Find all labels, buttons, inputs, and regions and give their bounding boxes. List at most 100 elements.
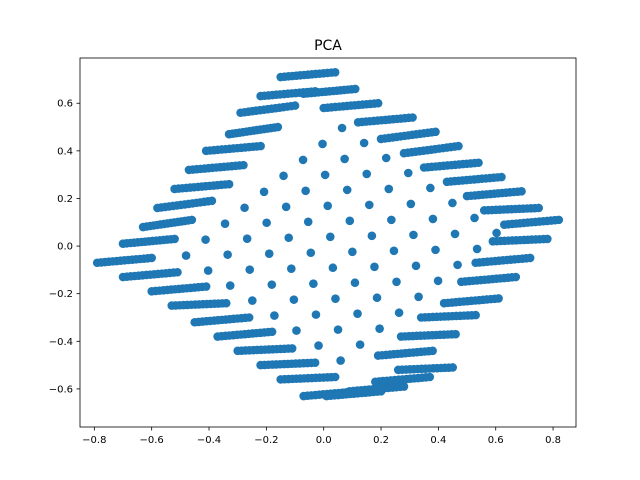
data-point [408, 113, 417, 122]
data-point [381, 153, 391, 163]
data-point [221, 298, 231, 308]
y-axis: −0.6 −0.4 −0.2 0.0 0.2 0.4 0.6 [49, 99, 80, 395]
data-point [453, 260, 462, 270]
data-point [342, 185, 352, 195]
data-point [359, 138, 369, 148]
y-tick-label: 0.2 [57, 194, 73, 205]
data-point [333, 325, 343, 334]
data-point [173, 267, 182, 277]
data-point [225, 281, 235, 290]
data-point [325, 232, 335, 242]
data-point [375, 324, 384, 333]
data-point [350, 84, 360, 94]
data-point [448, 198, 457, 208]
y-tick-label: −0.4 [49, 337, 73, 348]
x-tick-label: 0.2 [373, 435, 389, 446]
data-point [340, 154, 349, 164]
data-point [336, 356, 345, 365]
data-point [170, 234, 179, 244]
x-tick-label: −0.2 [254, 435, 278, 446]
data-point [431, 127, 440, 137]
data-point [367, 231, 377, 241]
data-point [240, 203, 249, 213]
x-tick-label: 0.0 [316, 435, 332, 446]
data-point [355, 340, 365, 349]
data-point [284, 233, 294, 243]
data-point [310, 358, 320, 368]
data-point [350, 278, 360, 288]
data-point [264, 249, 274, 258]
data-point [303, 217, 313, 227]
data-point [428, 214, 438, 224]
data-point [394, 308, 404, 318]
data-point [431, 245, 440, 255]
data-point [409, 230, 418, 240]
data-point [345, 216, 355, 226]
data-point [262, 218, 271, 228]
data-point [242, 234, 252, 243]
data-point [201, 282, 211, 291]
data-point [298, 155, 308, 165]
data-point [330, 67, 340, 77]
y-tick-label: −0.2 [49, 289, 73, 300]
data-point [223, 250, 232, 259]
data-point [517, 187, 526, 196]
data-point [428, 346, 437, 356]
data-point [187, 215, 197, 225]
data-point [399, 382, 409, 391]
data-point [353, 309, 362, 318]
data-point [330, 372, 340, 382]
data-point [525, 253, 535, 263]
data-point [348, 247, 357, 257]
data-point [245, 265, 255, 274]
data-point [362, 169, 372, 179]
data-point [448, 363, 458, 372]
data-point [406, 199, 416, 209]
data-point [426, 183, 435, 193]
data-point [270, 311, 279, 320]
plot-frame [79, 57, 577, 428]
data-point [289, 295, 299, 304]
data-point [411, 261, 421, 271]
data-point [309, 279, 318, 288]
data-point [337, 123, 347, 133]
data-point [497, 172, 506, 182]
x-tick-label: −0.4 [197, 435, 221, 446]
y-tick-label: 0.0 [57, 242, 73, 253]
y-tick-label: −0.6 [49, 384, 73, 395]
data-point [450, 229, 460, 239]
data-point [392, 277, 401, 287]
data-point [287, 264, 296, 273]
data-point [201, 235, 210, 244]
data-point [472, 244, 482, 254]
data-point [331, 294, 340, 303]
data-point [287, 344, 297, 353]
data-point [248, 296, 257, 305]
data-point [244, 313, 254, 322]
data-point [470, 213, 479, 223]
data-point [471, 310, 480, 320]
data-point [373, 98, 383, 108]
data-point [492, 228, 501, 238]
data-point [454, 141, 463, 151]
data-point [259, 187, 269, 197]
x-tick-label: 0.6 [488, 435, 504, 446]
x-axis: −0.8 −0.6 −0.4 −0.2 0.0 0.2 0.4 0.6 0.8 [82, 427, 561, 446]
data-point [292, 326, 301, 335]
data-point [239, 160, 248, 170]
data-point [372, 293, 382, 303]
data-point [494, 294, 503, 303]
data-point [310, 87, 320, 96]
data-point [320, 170, 330, 180]
data-point [511, 272, 521, 282]
data-point [290, 101, 300, 110]
data-point [384, 184, 394, 194]
data-point [387, 215, 396, 225]
data-point [364, 200, 374, 210]
data-point [273, 122, 283, 132]
data-point [311, 310, 321, 319]
data-point [279, 171, 288, 181]
data-point [181, 251, 191, 260]
data-point [301, 186, 310, 196]
